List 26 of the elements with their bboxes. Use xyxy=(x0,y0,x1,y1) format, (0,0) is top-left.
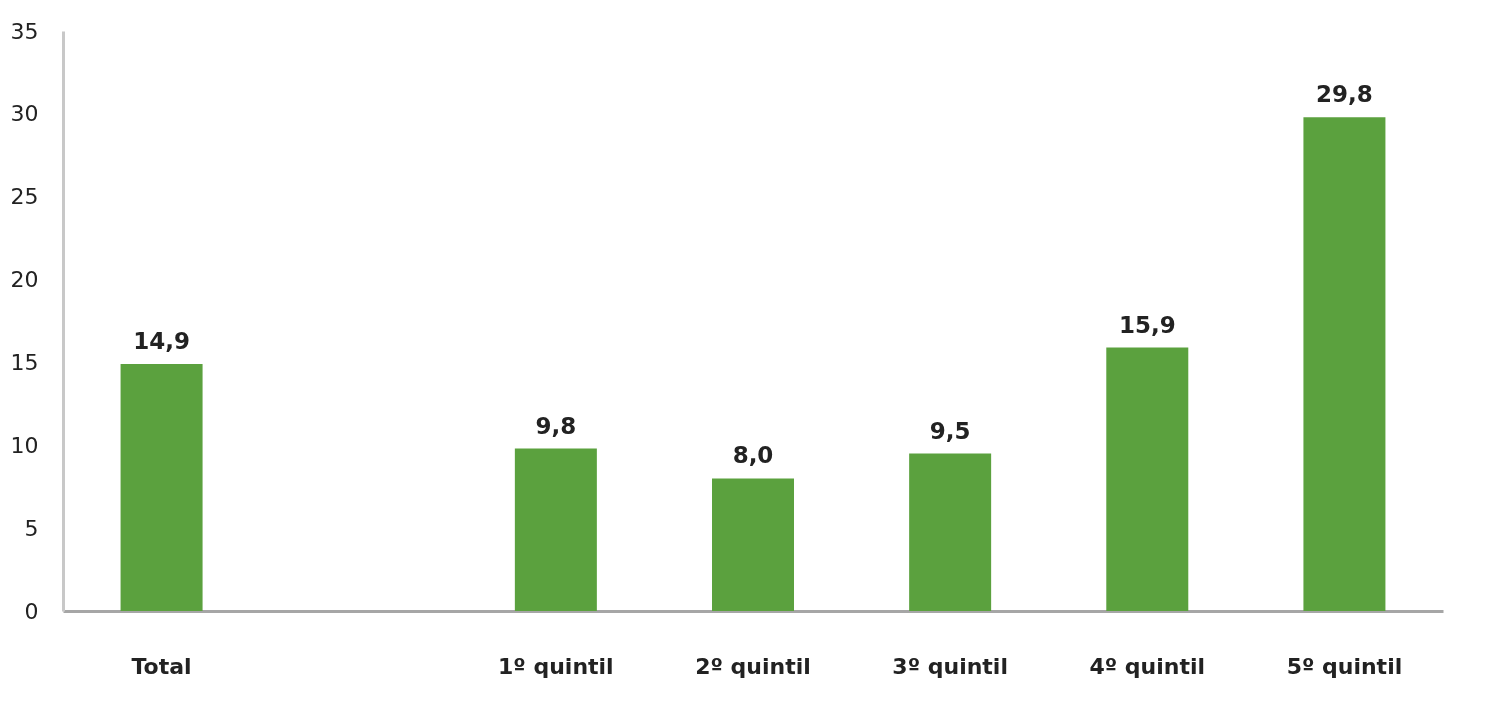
x-tick-label: 3º quintil xyxy=(892,653,1008,679)
bar xyxy=(1106,347,1189,611)
y-tick-label: 10 xyxy=(10,432,39,458)
data-label: 9,5 xyxy=(929,417,971,444)
data-label: 9,8 xyxy=(535,412,577,439)
data-label: 14,9 xyxy=(133,328,190,355)
x-tick-label: 4º quintil xyxy=(1089,653,1206,679)
bar xyxy=(909,453,992,611)
y-tick-label: 5 xyxy=(24,515,39,541)
x-tick-label: Total xyxy=(131,653,192,679)
y-tick-label: 15 xyxy=(10,349,39,375)
data-label: 29,8 xyxy=(1316,81,1373,108)
y-tick-label: 35 xyxy=(10,18,39,44)
bar xyxy=(712,478,794,611)
bar xyxy=(120,364,203,611)
x-tick-label: 5º quintil xyxy=(1286,653,1403,679)
x-tick-label: 1º quintil xyxy=(498,653,614,679)
bar xyxy=(1303,117,1386,611)
y-tick-label: 30 xyxy=(10,101,39,127)
y-tick-label: 0 xyxy=(24,598,39,624)
y-tick-label: 25 xyxy=(10,184,39,210)
bar xyxy=(514,448,597,611)
y-tick-label: 20 xyxy=(10,267,39,293)
data-label: 15,9 xyxy=(1118,311,1176,338)
data-label: 8,0 xyxy=(732,442,774,469)
x-tick-label: 2º quintil xyxy=(695,653,811,679)
